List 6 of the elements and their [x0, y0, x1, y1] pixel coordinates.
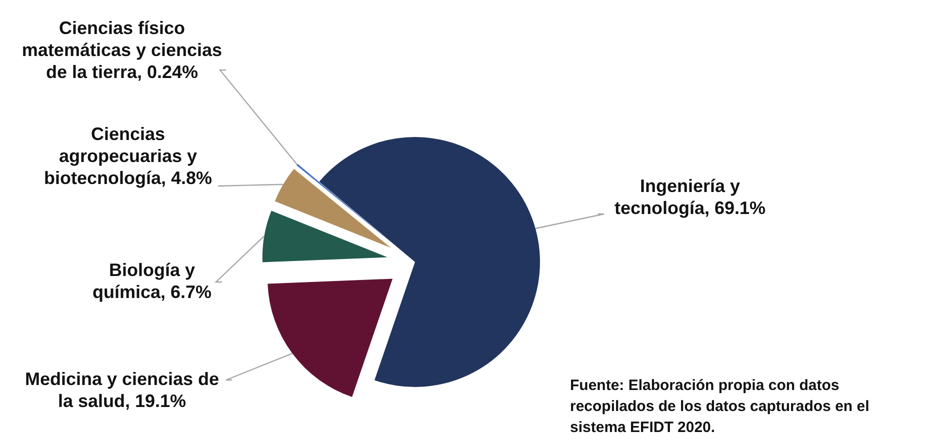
slice-label: Ingeniería y tecnología, 69.1%: [614, 176, 766, 218]
slice-label: Ciencias físico matemáticas y ciencias de la tierra, 0.24%: [22, 18, 222, 82]
slice-label: Ciencias agropecuarias y biotecnología, 4.8%: [44, 124, 212, 188]
slice-label: Biología y química, 6.7%: [92, 260, 212, 302]
slice-label: Medicina y ciencias de la salud, 19.1%: [24, 369, 220, 411]
source-note: Fuente: Elaboración propia con datos recopilados de los datos capturados en el sistema EFIDT 2020.: [570, 377, 870, 436]
